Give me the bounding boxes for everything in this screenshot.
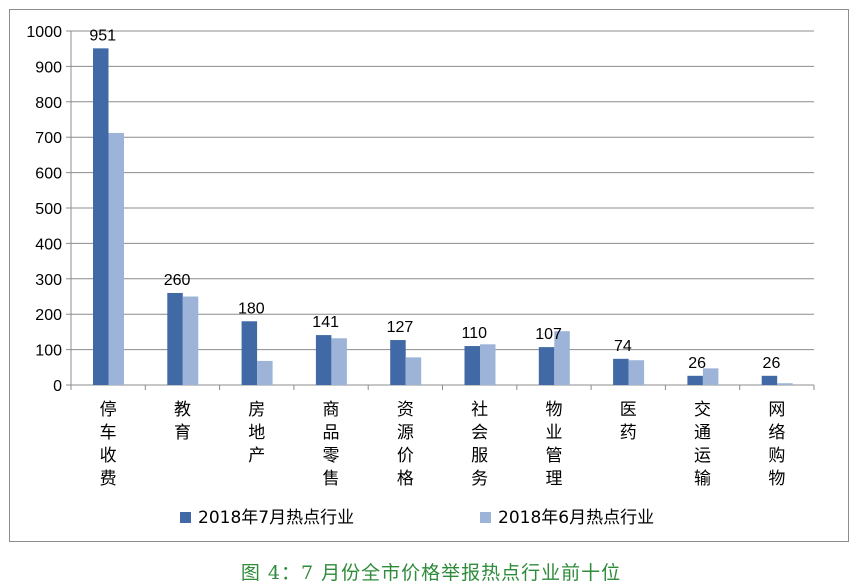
data-label: 26 (763, 355, 781, 372)
y-tick-label: 400 (35, 236, 62, 253)
x-category-label: 交通运输 (694, 400, 711, 489)
bar-july (167, 292, 183, 385)
data-label: 110 (461, 325, 487, 342)
bar-june (628, 360, 645, 385)
bar-july (464, 346, 480, 385)
y-tick-label: 700 (35, 130, 62, 147)
data-label: 141 (312, 314, 339, 331)
x-category-label: 社会服务 (471, 400, 488, 489)
bar-june (702, 368, 719, 385)
x-category-label: 商品零售 (323, 400, 340, 489)
y-tick-label: 1000 (26, 24, 62, 41)
y-tick-label: 200 (35, 307, 62, 324)
bar-july (761, 375, 778, 385)
x-category-label: 房地产 (248, 400, 265, 466)
y-tick-label: 500 (35, 201, 62, 218)
bar-july (613, 358, 629, 385)
data-label: 180 (238, 300, 265, 317)
legend-label: 2018年6月热点行业 (498, 508, 654, 528)
x-category-label: 网络购物 (768, 400, 785, 489)
legend-swatch (180, 512, 191, 523)
y-tick-label: 900 (35, 59, 62, 76)
data-label: 26 (688, 355, 706, 372)
bar-july (315, 335, 332, 385)
bar-june (331, 338, 347, 385)
data-label: 107 (535, 326, 562, 343)
y-tick-label: 0 (53, 378, 62, 395)
bar-june (257, 360, 273, 385)
bar-june (480, 344, 496, 385)
x-category-label: 停车收费 (100, 400, 117, 489)
figure-caption: 图 4：7 月份全市价格举报热点行业前十位 (240, 562, 622, 584)
data-label: 74 (614, 338, 632, 355)
y-tick-label: 600 (35, 166, 62, 183)
x-category-label: 教育 (174, 400, 191, 443)
x-category-label: 医药 (620, 400, 637, 443)
bar-june (554, 331, 570, 385)
chart-frame: 0 100 200 300 400 500 600 700 800 900 1000 951 停车收费 2… (9, 9, 849, 542)
bar-june (777, 383, 793, 385)
bar-july (687, 375, 703, 385)
data-label: 127 (387, 319, 414, 336)
bar-july (538, 347, 555, 385)
bar-july (390, 340, 406, 385)
bar-chart: 0 100 200 300 400 500 600 700 800 900 1000 951 停车收费 2… (26, 24, 815, 528)
y-tick-label: 100 (35, 343, 62, 360)
bar-july (93, 48, 109, 385)
data-label: 951 (89, 27, 116, 44)
x-category-label: 物业管理 (545, 400, 562, 489)
legend-swatch (480, 512, 491, 523)
bar-june (182, 296, 199, 385)
y-tick-label: 800 (35, 95, 62, 112)
x-category-label: 资源价格 (397, 400, 414, 489)
bar-june (405, 357, 422, 385)
bar-july (241, 321, 258, 385)
y-tick-label: 300 (35, 272, 62, 289)
data-label: 260 (164, 272, 191, 289)
bar-june (108, 132, 124, 385)
legend-label: 2018年7月热点行业 (198, 508, 354, 528)
